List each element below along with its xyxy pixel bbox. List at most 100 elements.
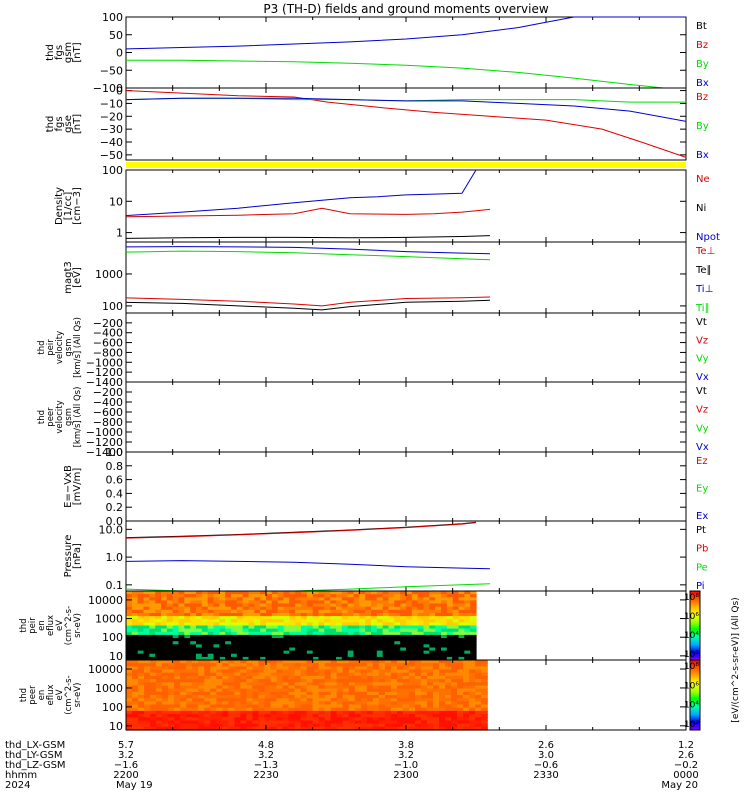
spectrogram-cell	[252, 688, 259, 693]
spectrogram-cell	[190, 606, 197, 611]
spectrogram-cell	[306, 679, 314, 683]
spectrogram-cell	[246, 685, 253, 690]
spectrogram-cell	[394, 644, 401, 648]
spectrogram-cell	[155, 616, 162, 620]
spectrogram-cell	[162, 688, 169, 693]
spectrogram-cell	[429, 641, 436, 645]
spectrogram-cell	[144, 666, 151, 671]
spectrogram-cell	[198, 695, 205, 699]
colorbar-tick: 10⁸	[684, 662, 699, 672]
spectrogram-cell	[421, 695, 428, 699]
spectrogram-cell	[213, 625, 220, 630]
x-tick-value: 4.8	[258, 740, 274, 751]
spectrogram-cell	[295, 638, 302, 642]
spectrogram-cell	[192, 704, 199, 709]
spectrogram-cell	[260, 619, 267, 623]
spectrogram-cell	[150, 663, 157, 667]
spectrogram-cell	[186, 672, 193, 677]
spectrogram-cell	[198, 685, 205, 690]
spectrogram-cell	[132, 704, 139, 709]
spectrogram-cell	[411, 656, 419, 661]
spectrogram-cell	[402, 669, 410, 674]
spectrogram-cell	[201, 606, 209, 611]
spectrogram-cell	[266, 656, 273, 661]
spectrogram-cell	[192, 691, 199, 696]
spectrogram-cell	[137, 609, 145, 614]
spectrogram-cell	[360, 663, 368, 667]
spectrogram-cell	[301, 625, 308, 630]
spectrogram-cell	[204, 675, 211, 680]
spectrogram-cell	[186, 685, 193, 690]
spectrogram-cell	[254, 609, 261, 614]
spectrogram-cell	[408, 666, 416, 671]
spectrogram-cell	[324, 720, 332, 725]
spectrogram-cell	[390, 701, 398, 706]
spectrogram-cell	[150, 707, 157, 712]
spectrogram-cell	[336, 600, 343, 605]
spectrogram-cell	[172, 613, 180, 617]
spectrogram-cell	[378, 682, 386, 687]
spectrogram-cell	[242, 606, 250, 611]
spectrogram-cell	[132, 679, 139, 683]
spectrogram-cell	[423, 625, 430, 630]
spectrogram-cell	[463, 691, 470, 696]
spectrogram-cell	[371, 638, 378, 642]
spectrogram-cell	[282, 660, 290, 664]
spectrogram-cell	[452, 641, 460, 645]
spectrogram-cell	[186, 669, 193, 674]
spectrogram-cell	[174, 726, 181, 731]
spectrogram-cell	[196, 650, 203, 655]
spectrogram-cell	[439, 675, 446, 680]
spectrogram-cell	[196, 613, 203, 617]
spectrogram-cell	[470, 631, 477, 636]
spectrogram-cell	[143, 603, 150, 608]
spectrogram-cell	[264, 714, 272, 718]
spectrogram-cell	[359, 641, 366, 645]
spectrogram-cell	[143, 609, 150, 614]
spectrogram-cell	[324, 597, 331, 601]
spectrogram-cell	[252, 704, 259, 709]
spectrogram-cell	[137, 625, 145, 630]
spectrogram-cell	[402, 672, 410, 677]
spectrogram-cell	[282, 695, 290, 699]
spectrogram-cell	[166, 641, 174, 645]
spectrogram-cell	[289, 616, 296, 620]
spectrogram-cell	[186, 723, 193, 728]
spectrogram-cell	[348, 714, 356, 718]
spectrogram-cell	[318, 691, 326, 696]
series-line	[125, 299, 491, 311]
spectrogram-cell	[240, 666, 247, 671]
spectrogram-cell	[283, 591, 290, 595]
spectrogram-cell	[371, 625, 378, 630]
spectrogram-cell	[324, 663, 332, 667]
spectrogram-cell	[258, 714, 265, 718]
spectrogram-cell	[162, 685, 169, 690]
y-tick-label: 10	[109, 720, 123, 733]
spectrogram-cell	[366, 666, 374, 671]
y-axis-label: (cm^2-s-	[64, 675, 74, 714]
spectrogram-cell	[283, 628, 290, 633]
spectrogram-cell	[348, 710, 356, 715]
spectrogram-cell	[347, 616, 355, 620]
spectrogram-cell	[354, 710, 362, 715]
spectrogram-cell	[168, 704, 175, 709]
spectrogram-cell	[336, 672, 344, 677]
panel-frame	[125, 312, 687, 383]
spectrogram-cell	[219, 622, 226, 627]
spectrogram-cell	[464, 603, 471, 608]
spectrogram-cell	[408, 672, 416, 677]
spectrogram-cell	[288, 704, 296, 709]
spectrogram-cell	[126, 695, 133, 699]
spectrogram-cell	[400, 619, 407, 623]
spectrogram-cell	[178, 606, 185, 611]
spectrogram-cell	[184, 631, 191, 636]
spectrogram-cell	[186, 704, 193, 709]
spectrogram-cell	[201, 597, 209, 601]
spectrogram-cell	[354, 714, 362, 718]
spectrogram-cell	[178, 600, 185, 605]
spectrogram-cell	[415, 714, 422, 718]
spectrogram-cell	[372, 707, 380, 712]
spectrogram-cell	[234, 672, 241, 677]
spectrogram-cell	[300, 695, 308, 699]
y-axis-label: fgs	[54, 45, 65, 60]
